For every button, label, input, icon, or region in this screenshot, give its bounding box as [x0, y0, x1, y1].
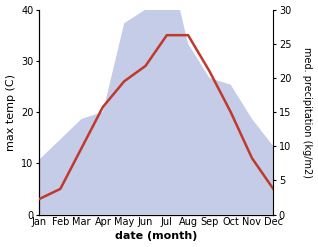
X-axis label: date (month): date (month) — [115, 231, 197, 242]
Y-axis label: med. precipitation (kg/m2): med. precipitation (kg/m2) — [302, 46, 313, 178]
Y-axis label: max temp (C): max temp (C) — [5, 74, 16, 150]
